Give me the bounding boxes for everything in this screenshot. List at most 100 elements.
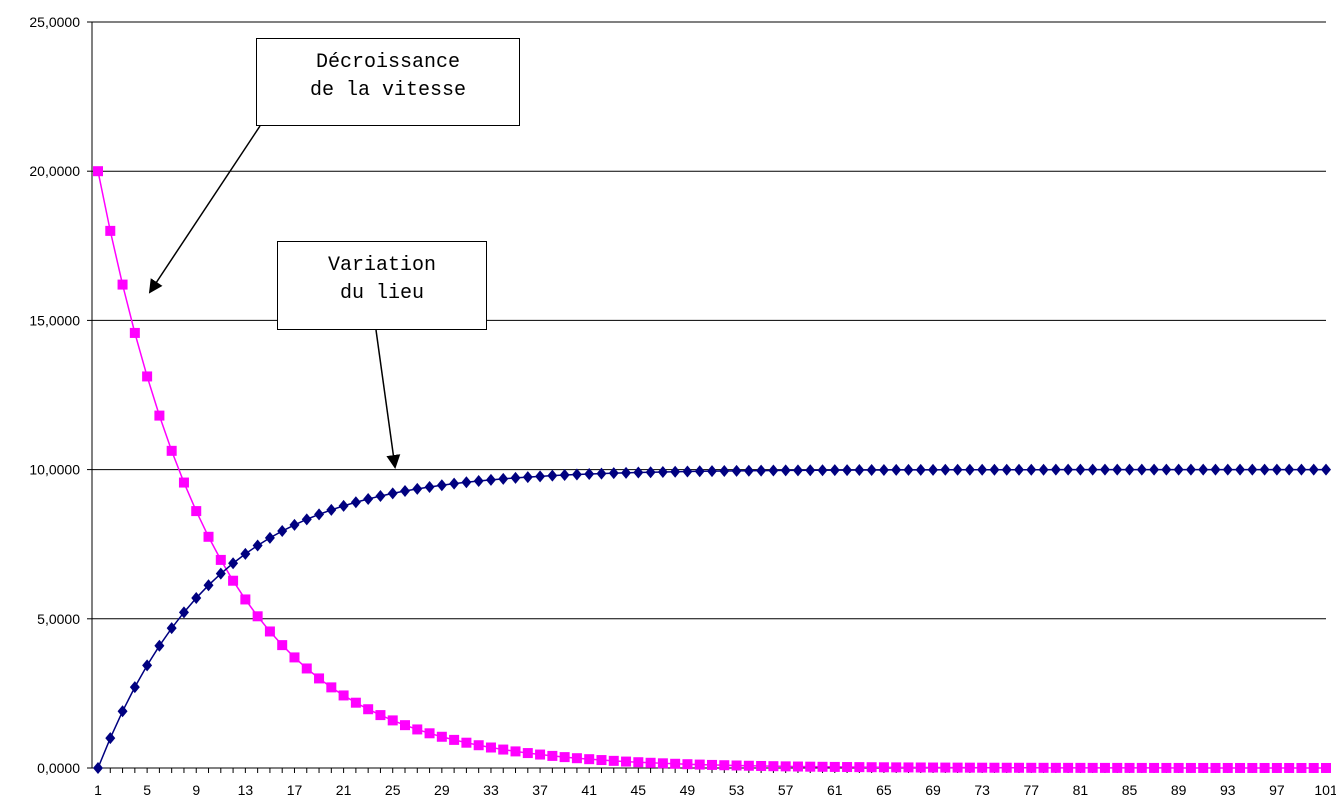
data-point [1161,762,1172,773]
data-point [731,760,742,771]
data-point [842,762,853,773]
data-point [510,471,521,484]
x-tick-label: 77 [1023,782,1039,798]
data-point [375,710,386,721]
data-point [1222,762,1233,773]
data-point [792,464,803,477]
data-point [1075,762,1086,773]
callout-lieu-line-1: Variation [327,254,437,277]
data-point [817,761,828,772]
x-tick-label: 29 [434,782,450,798]
data-point [1198,463,1209,476]
data-point [449,477,460,490]
y-tick-label: 15,0000 [29,312,80,328]
data-point [719,464,730,477]
x-tick-label: 81 [1073,782,1089,798]
x-tick-label: 69 [925,782,941,798]
data-point [1271,762,1282,773]
data-point [166,622,177,635]
data-point [633,466,644,479]
data-point [326,682,337,693]
data-point [964,762,975,773]
y-tick-labels: 0,0000 5,0000 10,0000 15,0000 20,0000 25,0000 [29,14,80,776]
data-point [915,463,926,476]
data-point [756,464,767,477]
callout-lieu-line-2: du lieu [339,282,424,305]
data-point [1161,463,1172,476]
data-point [977,463,988,476]
data-point [915,762,926,773]
data-point [338,690,349,701]
data-point [1124,762,1135,773]
data-point [400,720,410,731]
data-point [854,464,865,477]
data-point [301,663,312,674]
data-point [228,557,239,570]
data-point [522,748,533,759]
data-point [203,579,214,592]
data-point [964,463,975,476]
data-point [1259,762,1270,773]
data-point [670,758,681,769]
data-point [1099,762,1110,773]
data-point [203,531,214,542]
data-point [1308,762,1319,773]
data-point [277,640,288,651]
data-point [780,761,791,772]
data-point [768,464,779,477]
data-point [498,744,509,755]
y-tick-label: 0,0000 [37,760,80,776]
data-point [154,410,165,421]
data-point [559,469,570,482]
data-point [1210,463,1221,476]
data-point [1185,463,1196,476]
arrow-lieu [375,329,401,469]
data-point [387,715,398,726]
data-point [289,652,300,663]
x-tick-label: 33 [483,782,499,798]
data-point [952,762,963,773]
x-tick-label: 5 [143,782,151,798]
data-point [363,704,374,715]
series-layer [93,166,1331,774]
data-point [1259,463,1270,476]
data-point [117,279,128,290]
data-point [412,482,423,495]
data-point [645,466,656,479]
data-point [559,752,570,763]
data-point [1014,762,1024,773]
data-point [756,760,767,771]
data-point [1001,463,1012,476]
data-point [117,705,128,718]
data-point [768,761,779,772]
data-point [485,742,496,753]
data-point [1124,463,1135,476]
x-tick-label: 25 [385,782,401,798]
data-point [1235,762,1246,773]
callout-lieu: Variation du lieu [277,241,487,330]
data-point [928,762,939,773]
x-tick-label: 9 [192,782,200,798]
y-tick-label: 5,0000 [37,611,80,627]
data-point [1050,762,1061,773]
data-point [363,492,374,505]
data-point [682,759,693,770]
x-tick-label: 53 [729,782,745,798]
data-point [1173,463,1184,476]
data-point [940,463,951,476]
data-point [338,499,349,512]
data-point [571,468,582,481]
data-point [1001,762,1012,773]
data-point [350,697,361,708]
data-point [571,753,582,764]
data-point [584,468,595,481]
data-point [301,513,312,526]
data-point [375,490,386,503]
data-point [1149,762,1160,773]
data-point [314,508,325,521]
data-point [264,531,275,544]
data-point [387,487,398,500]
data-point [1321,762,1331,773]
data-point [1308,463,1319,476]
data-point [866,463,877,476]
